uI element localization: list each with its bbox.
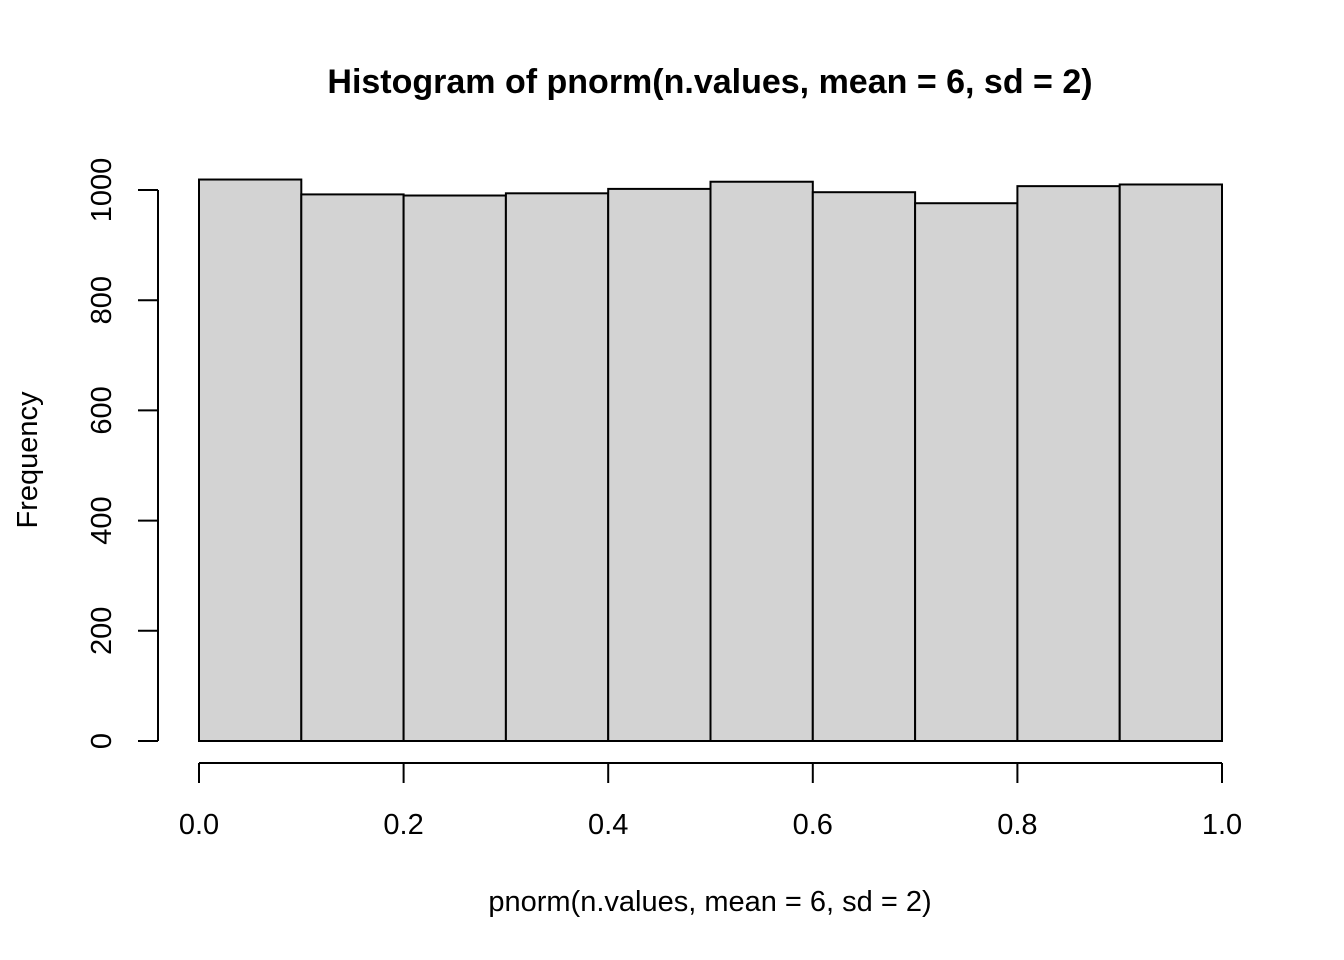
x-tick-label: 0.2 xyxy=(383,809,423,841)
histogram-bar xyxy=(914,202,1019,742)
y-tick-label: 400 xyxy=(86,496,118,544)
histogram-bar xyxy=(1016,185,1121,742)
histogram-bar xyxy=(811,191,917,743)
histogram-bar xyxy=(607,187,712,742)
histogram-bar xyxy=(504,192,610,742)
chart-title: Histogram of pnorm(n.values, mean = 6, s… xyxy=(327,63,1092,101)
x-axis: 0.0 0.2 0.4 0.6 0.8 1.0 xyxy=(179,762,1242,841)
histogram-bar xyxy=(1118,183,1223,743)
x-tick-label: 1.0 xyxy=(1202,809,1242,841)
histogram-bar xyxy=(709,180,814,743)
y-tick-label: 200 xyxy=(86,607,118,655)
y-tick-label: 800 xyxy=(86,276,118,324)
x-tick-label: 0.4 xyxy=(588,809,628,841)
bars-group xyxy=(198,178,1223,743)
histogram-bar xyxy=(402,194,507,742)
x-tick-label: 0.8 xyxy=(997,809,1037,841)
x-tick-label: 0.0 xyxy=(179,809,219,841)
y-tick-label: 1000 xyxy=(86,158,118,223)
x-tick-label: 0.6 xyxy=(793,809,833,841)
y-axis-label: Frequency xyxy=(12,391,44,529)
y-axis: 0 200 400 600 800 1000 xyxy=(86,158,159,749)
histogram-bar xyxy=(198,178,303,742)
histogram-bar xyxy=(300,193,405,742)
y-tick-label: 600 xyxy=(86,386,118,434)
x-axis-label: pnorm(n.values, mean = 6, sd = 2) xyxy=(488,886,931,918)
y-tick-label: 0 xyxy=(86,733,118,749)
